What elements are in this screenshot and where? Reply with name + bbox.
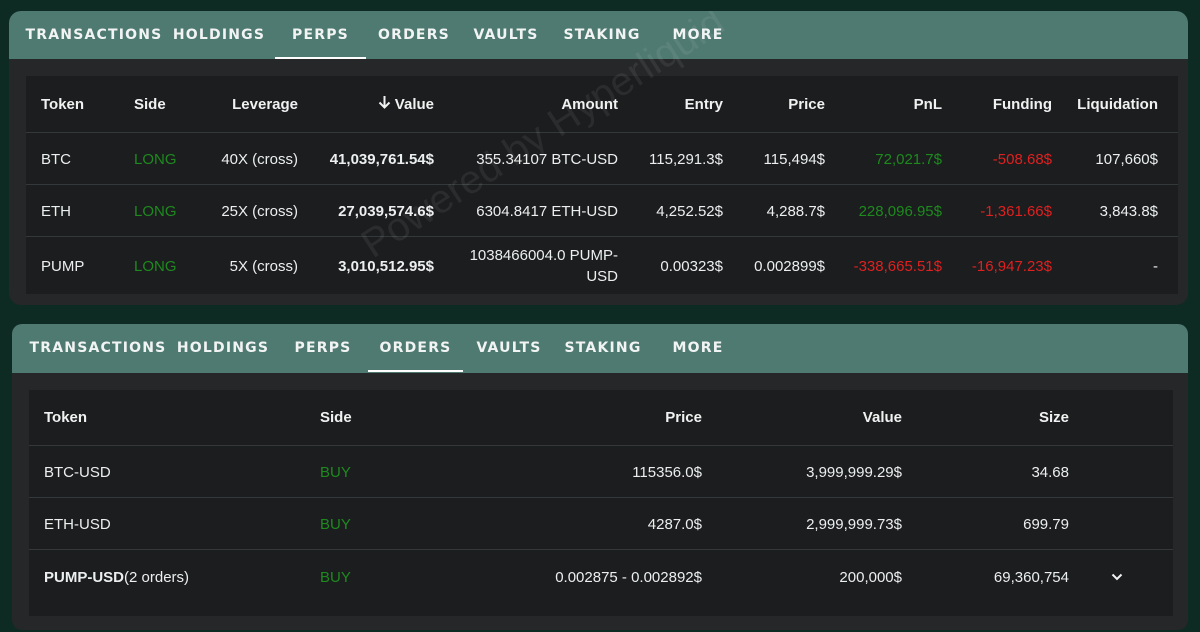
arrow-down-icon bbox=[378, 95, 391, 113]
header-funding[interactable]: Funding bbox=[992, 95, 1052, 113]
cell-token: ETH-USD bbox=[44, 498, 111, 550]
tab-vaults[interactable]: VAULTS bbox=[473, 27, 539, 43]
header-price[interactable]: Price bbox=[665, 409, 702, 426]
header-token: Token bbox=[41, 95, 85, 113]
table-row[interactable]: BTC-USD BUY 115356.0$ 3,999,999.29$ 34.6… bbox=[29, 445, 1173, 498]
tab-bar: TRANSACTIONS HOLDINGS PERPS ORDERS VAULT… bbox=[9, 11, 1188, 59]
table-row[interactable]: PUMP LONG 5X (cross) 3,010,512.95$ 10384… bbox=[26, 236, 1178, 295]
header-leverage[interactable]: Leverage bbox=[232, 95, 298, 113]
perps-panel: TRANSACTIONS HOLDINGS PERPS ORDERS VAULT… bbox=[9, 11, 1188, 305]
header-value-label: Value bbox=[394, 95, 434, 113]
cell-side: LONG bbox=[134, 202, 177, 220]
cell-size: 34.68 bbox=[1031, 463, 1069, 481]
cell-side: LONG bbox=[134, 257, 177, 275]
cell-amount: 6304.8417 ETH-USD bbox=[476, 202, 618, 220]
cell-liquidation: 3,843.8$ bbox=[1099, 202, 1158, 220]
table-row[interactable]: ETH LONG 25X (cross) 27,039,574.6$ 6304.… bbox=[26, 184, 1178, 237]
token-name: PUMP-USD bbox=[44, 568, 125, 586]
cell-value: 27,039,574.6$ bbox=[338, 202, 434, 220]
cell-leverage: 25X (cross) bbox=[221, 202, 298, 220]
cell-liquidation: 107,660$ bbox=[1095, 150, 1158, 168]
table-row[interactable]: BTC LONG 40X (cross) 41,039,761.54$ 355.… bbox=[26, 132, 1178, 185]
orders-panel: TRANSACTIONS HOLDINGS PERPS ORDERS VAULT… bbox=[12, 324, 1188, 630]
tab-bar: TRANSACTIONS HOLDINGS PERPS ORDERS VAULT… bbox=[12, 324, 1188, 373]
tab-transactions[interactable]: TRANSACTIONS bbox=[25, 27, 163, 43]
header-side: Side bbox=[320, 409, 352, 426]
tab-more[interactable]: MORE bbox=[672, 27, 724, 43]
cell-pnl: 72,021.7$ bbox=[875, 150, 942, 168]
token-name: BTC-USD bbox=[44, 463, 111, 481]
cell-price: 4,288.7$ bbox=[766, 202, 825, 220]
table-header: Token Side Price Value Size bbox=[29, 390, 1173, 445]
header-value[interactable]: Value bbox=[326, 76, 434, 132]
cell-token: PUMP-USD (2 orders) bbox=[44, 550, 189, 604]
cell-funding: -508.68$ bbox=[992, 150, 1052, 168]
cell-funding: -1,361.66$ bbox=[980, 202, 1052, 220]
tab-staking[interactable]: STAKING bbox=[564, 340, 642, 356]
cell-price: 0.002899$ bbox=[754, 257, 825, 275]
tab-vaults[interactable]: VAULTS bbox=[476, 340, 542, 356]
header-token: Token bbox=[44, 409, 88, 426]
cell-token: BTC bbox=[41, 150, 71, 168]
cell-value: 41,039,761.54$ bbox=[329, 150, 434, 168]
header-amount[interactable]: Amount bbox=[561, 95, 618, 113]
tab-staking[interactable]: STAKING bbox=[563, 27, 641, 43]
orders-table: Token Side Price Value Size BTC-USD BUY … bbox=[29, 390, 1173, 616]
tab-orders[interactable]: ORDERS bbox=[368, 324, 463, 372]
header-pnl[interactable]: PnL bbox=[913, 95, 942, 113]
cell-leverage: 5X (cross) bbox=[229, 257, 298, 275]
cell-amount: 355.34107 BTC-USD bbox=[476, 150, 618, 168]
cell-side: BUY bbox=[320, 515, 351, 533]
token-name: ETH-USD bbox=[44, 515, 111, 533]
header-size[interactable]: Size bbox=[1038, 409, 1069, 426]
cell-token: PUMP bbox=[41, 257, 85, 275]
cell-entry: 0.00323$ bbox=[660, 257, 723, 275]
tab-perps[interactable]: PERPS bbox=[294, 340, 352, 356]
cell-token: ETH bbox=[41, 202, 71, 220]
chevron-down-icon[interactable] bbox=[1111, 550, 1123, 604]
cell-pnl: -338,665.51$ bbox=[853, 257, 942, 275]
cell-size: 699.79 bbox=[1023, 515, 1069, 533]
cell-leverage: 40X (cross) bbox=[221, 150, 298, 168]
tab-transactions[interactable]: TRANSACTIONS bbox=[29, 340, 167, 356]
tab-holdings[interactable]: HOLDINGS bbox=[176, 340, 270, 356]
perps-table: Token Side Leverage Value Amount Entry P… bbox=[26, 11, 1178, 295]
tab-holdings[interactable]: HOLDINGS bbox=[172, 27, 266, 43]
cell-token: BTC-USD bbox=[44, 446, 111, 498]
cell-entry: 4,252.52$ bbox=[656, 202, 723, 220]
cell-funding: -16,947.23$ bbox=[971, 257, 1052, 275]
cell-price: 0.002875 - 0.002892$ bbox=[555, 568, 702, 586]
cell-value: 3,999,999.29$ bbox=[806, 463, 902, 481]
cell-liquidation: - bbox=[1153, 257, 1158, 275]
table-header: Token Side Leverage Value Amount Entry P… bbox=[26, 76, 1178, 132]
cell-price: 4287.0$ bbox=[647, 515, 702, 533]
header-price[interactable]: Price bbox=[788, 95, 825, 113]
table-row[interactable]: PUMP-USD (2 orders) BUY 0.002875 - 0.0028… bbox=[29, 549, 1173, 604]
header-side: Side bbox=[134, 95, 166, 113]
cell-entry: 115,291.3$ bbox=[649, 150, 723, 168]
header-liquidation[interactable]: Liquidation bbox=[1077, 95, 1158, 113]
cell-value: 3,010,512.95$ bbox=[338, 257, 434, 275]
order-count: (2 orders) bbox=[124, 568, 190, 586]
cell-side: LONG bbox=[134, 150, 177, 168]
tab-orders[interactable]: ORDERS bbox=[378, 27, 450, 43]
cell-price: 115356.0$ bbox=[632, 463, 702, 481]
cell-size: 69,360,754 bbox=[993, 568, 1069, 586]
table-row[interactable]: ETH-USD BUY 4287.0$ 2,999,999.73$ 699.79 bbox=[29, 497, 1173, 550]
cell-value: 2,999,999.73$ bbox=[806, 515, 902, 533]
cell-value: 200,000$ bbox=[839, 568, 902, 586]
cell-pnl: 228,096.95$ bbox=[858, 202, 942, 220]
header-entry[interactable]: Entry bbox=[684, 95, 723, 113]
cell-amount: 1038466004.0 PUMP-USD bbox=[469, 247, 618, 285]
cell-side: BUY bbox=[320, 463, 351, 481]
header-value[interactable]: Value bbox=[862, 409, 902, 426]
cell-side: BUY bbox=[320, 568, 351, 586]
tab-more[interactable]: MORE bbox=[672, 340, 724, 356]
cell-price: 115,494$ bbox=[763, 150, 825, 168]
tab-perps[interactable]: PERPS bbox=[275, 11, 366, 59]
